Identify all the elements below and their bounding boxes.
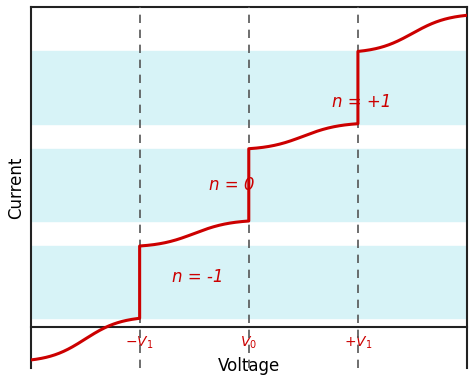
Text: n = 0: n = 0: [210, 177, 255, 194]
Text: n = +1: n = +1: [332, 93, 391, 111]
X-axis label: Voltage: Voltage: [218, 357, 280, 375]
Y-axis label: Current: Current: [7, 156, 25, 219]
Text: n = -1: n = -1: [173, 268, 224, 286]
Bar: [30, 246, 467, 318]
Bar: [30, 149, 467, 221]
Bar: [30, 51, 467, 124]
